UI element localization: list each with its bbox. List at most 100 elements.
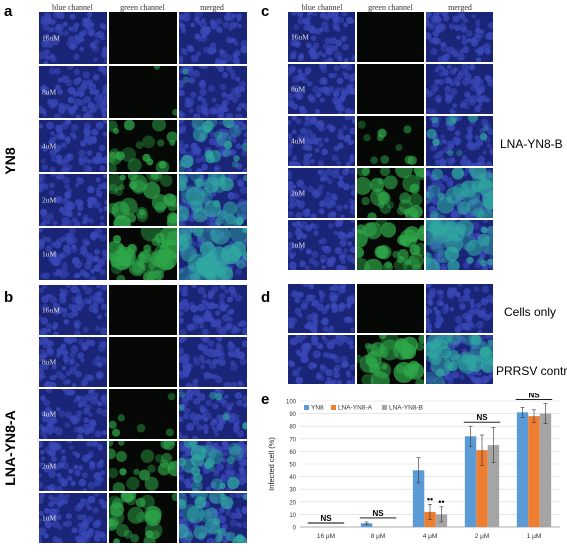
- y-tick-label: 90: [289, 412, 296, 418]
- image-row: 2uM: [0, 441, 247, 491]
- bar-yn8: [412, 470, 425, 527]
- green-channel-image: [357, 12, 424, 62]
- panel-a-header-merged: merged: [200, 3, 224, 12]
- legend-label: YN8: [311, 405, 324, 412]
- green-channel-image: [109, 120, 177, 172]
- merged-channel-image: [426, 12, 493, 62]
- x-tick-label: 8 μM: [371, 533, 386, 540]
- green-channel-image: [109, 174, 177, 226]
- concentration-label: 8uM: [42, 87, 57, 97]
- y-tick-label: 100: [286, 400, 297, 406]
- panel-letter-c: c: [261, 3, 270, 20]
- green-channel-image: [109, 389, 177, 439]
- panel-a-grid: 16uM 8uM 4uM 2uM 1uM: [0, 12, 250, 284]
- merged-channel-image: [179, 493, 247, 543]
- significance-marker: ••: [427, 494, 433, 504]
- blue-channel-image: [39, 441, 107, 491]
- x-tick-label: 1 μM: [527, 533, 542, 540]
- bar-lna-yn8-a: [528, 416, 540, 527]
- ns-label: NS: [528, 393, 540, 400]
- concentration-label: 4uM: [42, 409, 57, 419]
- bar-yn8: [516, 412, 529, 527]
- merged-channel-image: [426, 220, 493, 270]
- y-tick-label: 10: [289, 513, 296, 519]
- blue-channel-image: [39, 285, 107, 335]
- panel-c-grid: 16uM 8uM 4uM 2uM 1uM: [258, 12, 498, 274]
- image-row: 1uM: [0, 228, 247, 280]
- merged-channel-image: [179, 337, 247, 387]
- blue-channel-image: [288, 335, 355, 384]
- blue-channel-image: [288, 168, 355, 218]
- panel-b-grid: 16uM 8uM 4uM 2uM 1uM: [0, 285, 250, 547]
- x-tick-label: 2 μM: [475, 533, 490, 540]
- bar-yn8: [360, 523, 373, 527]
- green-channel-image: [109, 337, 177, 387]
- panel-d-label-cells-only: Cells only: [504, 305, 557, 319]
- blue-channel-image: [288, 284, 355, 333]
- merged-channel-image: [426, 284, 493, 333]
- panel-c-side-label: LNA-YN8-B: [500, 137, 563, 151]
- image-row: 16uM: [0, 12, 247, 64]
- y-tick-label: 80: [289, 425, 296, 431]
- panel-d-grid: [258, 284, 498, 386]
- blue-channel-image: [288, 12, 355, 62]
- concentration-label: 1uM: [291, 240, 306, 250]
- image-row: 2uM: [258, 168, 493, 218]
- image-row: 1uM: [258, 220, 493, 270]
- y-tick-label: 60: [289, 450, 296, 456]
- green-channel-image: [357, 168, 424, 218]
- image-row: 8uM: [0, 66, 247, 118]
- blue-channel-image: [39, 389, 107, 439]
- image-row: [258, 284, 493, 333]
- y-tick-label: 50: [289, 463, 296, 469]
- blue-channel-image: [39, 228, 107, 280]
- panel-e-chart: 0 10 20 30 40 50 60 70 80 90 100 Infected cell (%) 1…: [262, 391, 567, 547]
- panel-letter-e: e: [261, 391, 270, 408]
- concentration-label: 16uM: [291, 32, 309, 42]
- concentration-label: 4uM: [291, 136, 306, 146]
- concentration-label: 8uM: [291, 84, 306, 94]
- y-tick-label: 40: [289, 475, 296, 481]
- blue-channel-image: [39, 493, 107, 543]
- concentration-label: 2uM: [42, 461, 57, 471]
- concentration-label: 1uM: [42, 249, 57, 259]
- concentration-label: 1uM: [42, 513, 57, 523]
- image-row: 4uM: [0, 120, 247, 172]
- bar-lna-yn8-b: [487, 445, 500, 527]
- panel-a-header-blue: blue channel: [52, 3, 93, 12]
- merged-channel-image: [179, 228, 247, 280]
- ns-label: NS: [372, 509, 384, 518]
- y-tick-label: 70: [289, 437, 296, 443]
- panel-c-header-green: green channel: [368, 3, 413, 12]
- green-channel-image: [357, 64, 424, 114]
- blue-channel-image: [288, 64, 355, 114]
- panel-c-header-merged: merged: [448, 3, 472, 12]
- concentration-label: 4uM: [42, 141, 57, 151]
- legend-swatch: [331, 405, 336, 410]
- panel-letter-a: a: [4, 3, 13, 20]
- image-row: 2uM: [0, 174, 247, 226]
- green-channel-image: [109, 441, 177, 491]
- blue-channel-image: [39, 120, 107, 172]
- concentration-label: 2uM: [291, 188, 306, 198]
- green-channel-image: [357, 116, 424, 166]
- merged-channel-image: [179, 389, 247, 439]
- panel-c-header-blue: blue channel: [301, 3, 343, 12]
- green-channel-image: [357, 284, 424, 333]
- blue-channel-image: [39, 174, 107, 226]
- merged-channel-image: [179, 66, 247, 118]
- blue-channel-image: [288, 220, 355, 270]
- ns-label: NS: [476, 413, 488, 422]
- panel-a-header-green: green channel: [120, 3, 165, 12]
- y-tick-label: 30: [289, 488, 296, 494]
- panel-d-label-prrsv-control: PRRSV control: [496, 364, 567, 378]
- merged-channel-image: [179, 12, 247, 64]
- image-row: 1uM: [0, 493, 247, 543]
- panel-letter-b: b: [4, 289, 14, 306]
- legend-label: LNA-YN8-A: [338, 405, 373, 412]
- legend-swatch: [304, 405, 309, 410]
- concentration-label: 16uM: [42, 33, 60, 43]
- merged-channel-image: [179, 174, 247, 226]
- merged-channel-image: [426, 116, 493, 166]
- panel-letter-d: d: [261, 289, 271, 306]
